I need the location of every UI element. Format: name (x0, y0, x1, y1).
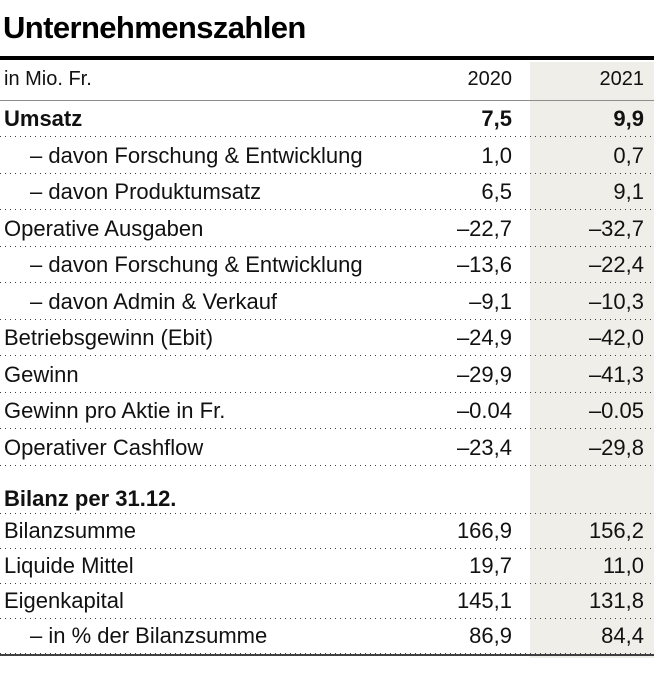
row-label: Bilanzsumme (4, 518, 137, 544)
row-label: – davon Forschung & Entwicklung (30, 252, 363, 277)
value-2020: 86,9 (469, 623, 512, 649)
table-row: – davon Admin & Verkauf –9,1 –10,3 (0, 283, 654, 320)
value-2021: 84,4 (601, 623, 644, 649)
value-2020: 6,5 (481, 179, 512, 204)
row-label: – davon Admin & Verkauf (30, 288, 278, 314)
title-rule (0, 55, 654, 60)
value-2021: –42,0 (588, 325, 644, 350)
value-2021: –22,4 (588, 252, 644, 277)
table-row: Betriebsgewinn (Ebit) –24,9 –42,0 (0, 320, 654, 357)
row-label: Gewinn (4, 361, 79, 387)
table-body: Umsatz 7,5 9,9 – davon Forschung & Entwickl… (0, 101, 654, 654)
row-label: Betriebsgewinn (Ebit) (4, 325, 214, 350)
table-row: – davon Forschung & Entwicklung 1,0 0,7 (0, 137, 654, 174)
value-2020: –0.04 (456, 398, 512, 423)
value-2021: –29,8 (588, 434, 644, 460)
value-2020: 1,0 (481, 142, 512, 168)
value-2021: –41,3 (588, 361, 644, 387)
table-row: Eigenkapital 145,1 131,8 (0, 584, 654, 619)
value-2021: 0,7 (613, 142, 644, 168)
table-row: Gewinn pro Aktie in Fr. –0.04 –0.05 (0, 393, 654, 430)
value-2020: –22,7 (456, 215, 512, 241)
table-row: Operativer Cashflow –23,4 –29,8 (0, 429, 654, 466)
row-label: Liquide Mittel (4, 553, 134, 579)
value-2020: –23,4 (456, 434, 512, 460)
row-label: Gewinn pro Aktie in Fr. (4, 398, 226, 423)
value-2021: –10,3 (588, 288, 644, 314)
value-2021: –32,7 (588, 215, 644, 241)
value-2020: –24,9 (456, 325, 512, 350)
unit-label: in Mio. Fr. (4, 68, 92, 91)
value-2020: 19,7 (469, 553, 512, 579)
table-row: – davon Forschung & Entwicklung –13,6 –22,… (0, 247, 654, 284)
column-header-2020: 2020 (467, 68, 513, 91)
highlighted-column-2021-background (530, 62, 654, 658)
row-label: Operative Ausgaben (4, 215, 204, 241)
table-row: – davon Produktumsatz 6,5 9,1 (0, 174, 654, 211)
row-label: – davon Produktumsatz (30, 179, 262, 204)
row-label: Umsatz (4, 106, 83, 131)
row-label: – in % der Bilanzsumme (30, 623, 268, 649)
row-label: – davon Forschung & Entwicklung (30, 142, 363, 168)
value-2020: 166,9 (456, 518, 512, 544)
table-row: Gewinn –29,9 –41,3 (0, 356, 654, 393)
table-row: Bilanzsumme 166,9 156,2 (0, 514, 654, 549)
value-2020: 145,1 (456, 588, 512, 614)
page-title: Unternehmenszahlen (3, 10, 306, 45)
row-label: Bilanz per 31.12. (4, 485, 177, 511)
bottom-rule (0, 653, 654, 656)
value-2021: 131,8 (588, 588, 644, 614)
value-2021: 9,1 (613, 179, 644, 204)
table-row: Umsatz 7,5 9,9 (0, 101, 654, 138)
row-label: Operativer Cashflow (4, 434, 204, 460)
row-label: Eigenkapital (4, 588, 124, 614)
value-2020: 7,5 (481, 106, 512, 131)
table-row: Operative Ausgaben –22,7 –32,7 (0, 210, 654, 247)
value-2021: 156,2 (588, 518, 644, 544)
table-row: Liquide Mittel 19,7 11,0 (0, 549, 654, 584)
value-2021: 11,0 (602, 553, 644, 579)
value-2020: –9,1 (469, 288, 512, 314)
table-row: – in % der Bilanzsumme 86,9 84,4 (0, 619, 654, 654)
column-header-2021: 2021 (599, 68, 645, 91)
value-2020: –13,6 (456, 252, 512, 277)
section-header-row: Bilanz per 31.12. (0, 484, 654, 514)
table-header-row: in Mio. Fr. 2020 2021 (0, 60, 654, 101)
value-2021: 9,9 (613, 106, 644, 131)
value-2021: –0.05 (588, 398, 644, 423)
value-2020: –29,9 (456, 361, 512, 387)
spacer-row (0, 466, 654, 484)
